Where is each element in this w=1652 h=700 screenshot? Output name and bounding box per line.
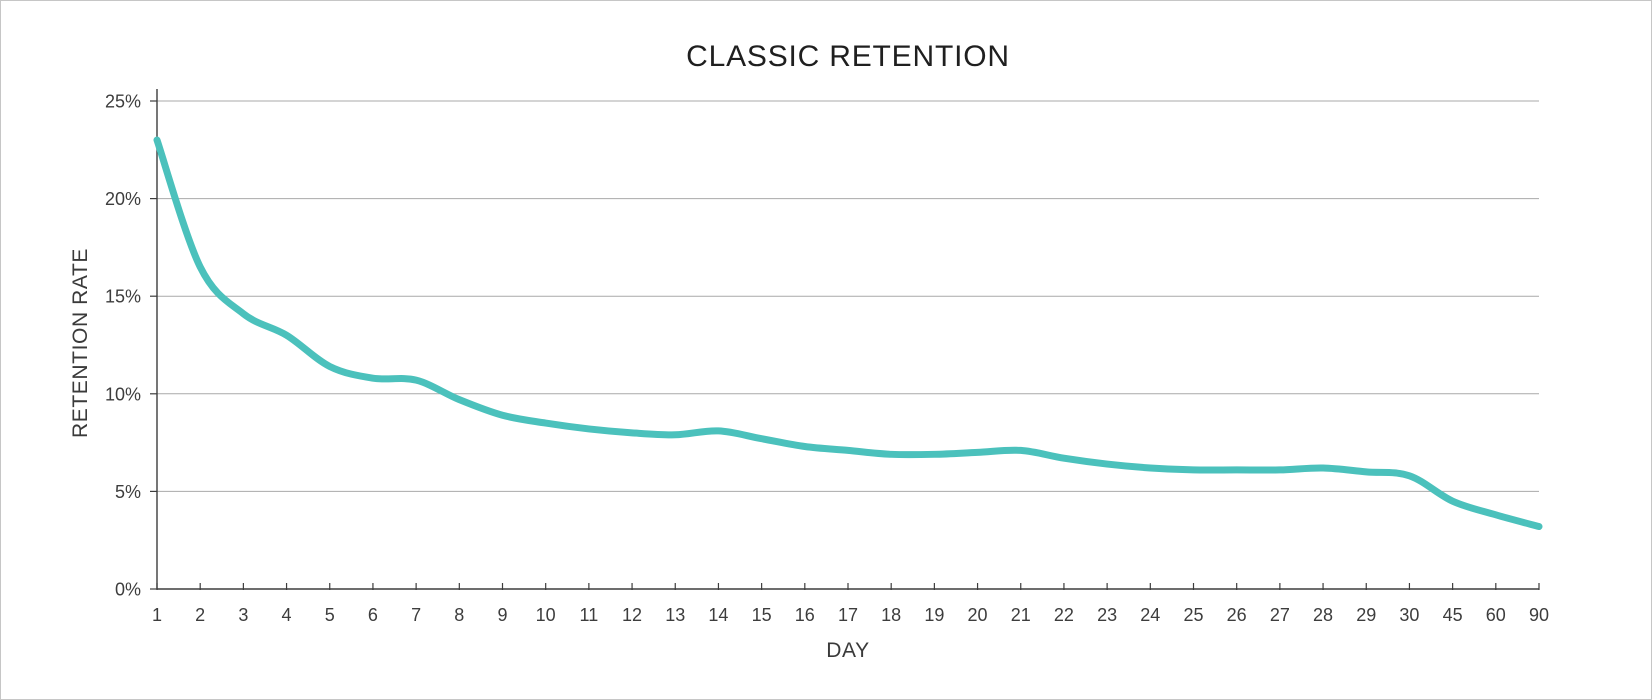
- x-tick-label: 28: [1313, 605, 1333, 625]
- y-axis-title: RETENTION RATE: [69, 247, 92, 439]
- retention-line: [153, 136, 1543, 531]
- x-tick-label: 7: [411, 605, 421, 625]
- x-tick-label: 1: [152, 605, 162, 625]
- x-tick-label: 10: [536, 605, 556, 625]
- x-tick-label: 8: [454, 605, 464, 625]
- y-tick-label: 20%: [105, 189, 141, 209]
- x-tick-label: 16: [795, 605, 815, 625]
- x-tick-label: 26: [1227, 605, 1247, 625]
- x-tick-label: 27: [1270, 605, 1290, 625]
- x-tick-label: 13: [665, 605, 685, 625]
- x-tick-label: 60: [1486, 605, 1506, 625]
- x-tick-label: 19: [924, 605, 944, 625]
- x-tick-label: 15: [752, 605, 772, 625]
- x-tick-label: 20: [968, 605, 988, 625]
- x-tick-label: 45: [1443, 605, 1463, 625]
- y-tick-label: 10%: [105, 384, 141, 404]
- x-tick-label: 90: [1529, 605, 1549, 625]
- x-axis-title: DAY: [826, 639, 870, 662]
- x-tick-label: 24: [1140, 605, 1160, 625]
- x-tick-label: 12: [622, 605, 642, 625]
- x-tick-label: 4: [282, 605, 292, 625]
- x-tick-label: 23: [1097, 605, 1117, 625]
- x-tick-label: 30: [1399, 605, 1419, 625]
- x-tick-label: 22: [1054, 605, 1074, 625]
- chart-title: CLASSIC RETENTION: [686, 40, 1010, 73]
- x-tick-label: 5: [325, 605, 335, 625]
- x-tick-label: 17: [838, 605, 858, 625]
- x-tick-label: 3: [238, 605, 248, 625]
- x-tick-label: 2: [195, 605, 205, 625]
- x-tick-label: 14: [708, 605, 728, 625]
- x-tick-label: 11: [580, 605, 599, 625]
- x-tick-label: 18: [881, 605, 901, 625]
- y-tick-label: 25%: [105, 92, 141, 112]
- x-tick-label: 29: [1356, 605, 1376, 625]
- y-tick-label: 15%: [105, 287, 141, 307]
- x-tick-label: 21: [1011, 605, 1031, 625]
- y-tick-label: 0%: [115, 580, 141, 600]
- y-tick-label: 5%: [115, 482, 141, 502]
- x-tick-label: 6: [368, 605, 378, 625]
- x-tick-label: 25: [1183, 605, 1203, 625]
- x-tick-label: 9: [497, 605, 507, 625]
